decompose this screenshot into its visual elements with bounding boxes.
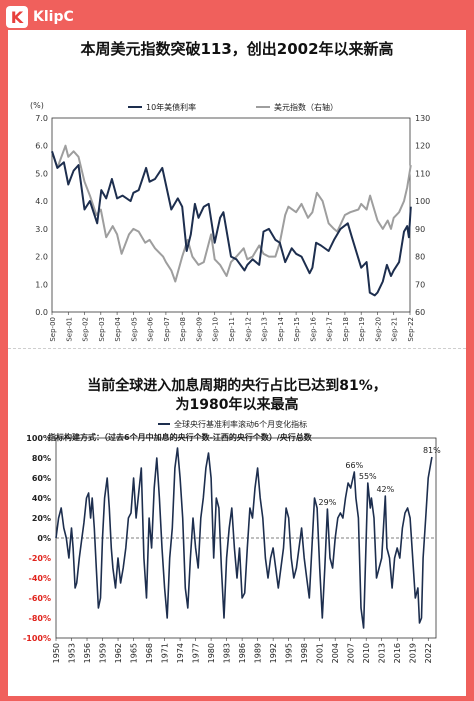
chart2-x-tick-label: 1995 xyxy=(285,643,294,663)
chart2-annotation-label: 55% xyxy=(359,472,377,481)
chart1-x-tick-label: Sep-17 xyxy=(326,317,334,342)
chart1-x-tick-label: Sep-22 xyxy=(407,317,415,342)
chart1-x-tick-label: Sep-16 xyxy=(309,316,317,341)
chart2-legend-label: 全球央行基准利率滚动6个月变化指标 xyxy=(174,419,307,429)
chart2-y-tick-label: 0% xyxy=(37,534,51,543)
chart1-legend-label-usd: 美元指数（右轴） xyxy=(274,102,338,112)
chart2-subtitle: 指标构建方式：（过去6个月中加息的央行个数-江西的央行个数）/央行总数 xyxy=(48,432,313,442)
chart2-global-rate-hike-indicator: 全球央行基准利率滚动6个月变化指标指标构建方式：（过去6个月中加息的央行个数-江… xyxy=(23,419,441,663)
chart1-right-tick-label: 80 xyxy=(415,253,425,262)
chart1-right-tick-label: 60 xyxy=(415,308,425,317)
chart1-right-tick-label: 110 xyxy=(415,169,430,178)
chart1-x-tick-label: Sep-05 xyxy=(130,317,138,342)
chart2-x-tick-label: 1971 xyxy=(161,643,170,663)
chart1-x-tick-label: Sep-12 xyxy=(244,317,252,342)
chart2-y-tick-label: -100% xyxy=(23,634,51,643)
chart2-x-tick-label: 1962 xyxy=(114,643,123,663)
chart1-left-tick-label: 0.0 xyxy=(35,308,48,317)
chart2-x-tick-label: 2007 xyxy=(347,643,356,663)
chart1-x-tick-label: Sep-10 xyxy=(212,317,220,342)
chart2-annotation-label: 29% xyxy=(319,498,337,507)
chart1-legend-label-treasury: 10年美债利率 xyxy=(146,102,196,112)
chart1-left-tick-label: 6.0 xyxy=(35,142,48,151)
chart1-x-tick-label: Sep-11 xyxy=(228,317,236,342)
logo-mark-icon: K xyxy=(6,6,28,28)
chart2-title-line1: 当前全球进入加息周期的央行占比已达到81%， xyxy=(87,378,387,394)
chart1-right-tick-label: 100 xyxy=(415,197,430,206)
chart2-x-tick-label: 1989 xyxy=(254,643,263,663)
chart2-x-tick-label: 1980 xyxy=(207,643,216,663)
chart2-x-tick-label: 1968 xyxy=(145,643,154,663)
chart2-x-tick-label: 2004 xyxy=(331,643,340,663)
chart1-right-tick-label: 70 xyxy=(415,280,425,289)
chart2-x-tick-label: 1974 xyxy=(176,643,185,663)
chart1-x-tick-label: Sep-20 xyxy=(374,317,382,342)
chart1-x-tick-label: Sep-18 xyxy=(342,317,350,342)
chart2-annotation-label: 66% xyxy=(345,461,363,470)
chart2-x-tick-label: 1965 xyxy=(130,643,139,663)
chart2-x-tick-label: 1950 xyxy=(52,643,61,663)
chart1-title: 本周美元指数突破113，创出2002年以来新高 xyxy=(80,40,394,58)
chart1-x-tick-label: Sep-14 xyxy=(277,316,285,341)
chart2-x-tick-label: 2013 xyxy=(378,643,387,663)
chart1-usd-index-vs-treasury: (%) 0.0 1.0 2.0 3.0 4.0 5.0 6.0 7.0 60 70 80 90 100 11… xyxy=(30,101,430,342)
chart1-left-tick-label: 4.0 xyxy=(35,197,48,206)
chart2-x-tick-label: 1959 xyxy=(99,643,108,663)
chart2-y-tick-label: 40% xyxy=(32,494,51,503)
chart2-x-tick-label: 2022 xyxy=(424,643,433,663)
chart2-y-tick-label: 100% xyxy=(26,434,51,443)
chart1-right-tick-label: 90 xyxy=(415,225,425,234)
chart1-x-tick-label: Sep-04 xyxy=(114,316,122,341)
chart1-series-usd-index xyxy=(51,144,412,283)
chart1-right-tick-label: 130 xyxy=(415,114,430,123)
chart2-y-tick-label: -60% xyxy=(29,594,51,603)
chart2-title-line2: 为1980年以来最高 xyxy=(175,397,299,413)
chart2-x-tick-label: 2019 xyxy=(409,643,418,663)
chart2-y-tick-label: 80% xyxy=(32,454,51,463)
chart2-y-tick-label: -80% xyxy=(29,614,51,623)
chart2-y-tick-label: 60% xyxy=(32,474,51,483)
logo-text: KlipC xyxy=(33,9,74,25)
chart2-x-tick-label: 2010 xyxy=(362,643,371,663)
chart1-right-tick-label: 120 xyxy=(415,142,430,151)
chart1-series-10y-treasury xyxy=(51,150,412,297)
chart2-x-tick-label: 1992 xyxy=(269,643,278,663)
chart1-x-tick-label: Sep-09 xyxy=(195,317,203,342)
chart1-left-tick-label: 3.0 xyxy=(35,225,48,234)
chart2-x-tick-label: 1977 xyxy=(192,643,201,663)
chart2-x-tick-label: 1983 xyxy=(223,643,232,663)
chart2-x-tick-label: 2016 xyxy=(393,643,402,663)
chart1-x-tick-label: Sep-06 xyxy=(147,316,155,341)
section-divider xyxy=(8,348,466,349)
chart2-y-tick-label: -20% xyxy=(29,554,51,563)
chart2-y-tick-label: 20% xyxy=(32,514,51,523)
chart2-x-tick-label: 2001 xyxy=(316,643,325,663)
chart1-x-tick-label: Sep-03 xyxy=(98,317,106,342)
chart2-x-tick-label: 1953 xyxy=(68,643,77,663)
chart1-left-tick-label: 1.0 xyxy=(35,280,48,289)
chart2-x-tick-label: 1956 xyxy=(83,643,92,663)
chart2-series-line xyxy=(55,447,433,629)
chart1-y-unit-label: (%) xyxy=(30,101,44,110)
chart1-x-tick-label: Sep-01 xyxy=(65,317,73,342)
chart1-left-tick-label: 2.0 xyxy=(35,253,48,262)
chart1-x-tick-label: Sep-21 xyxy=(391,317,399,342)
chart1-x-tick-label: Sep-08 xyxy=(179,317,187,342)
chart1-left-tick-label: 7.0 xyxy=(35,114,48,123)
chart2-annotation-label: 81% xyxy=(423,446,441,455)
content-card: 本周美元指数突破113，创出2002年以来新高 (%) 0.0 1.0 2.0 3.0 4… xyxy=(8,30,466,696)
chart1-x-tick-label: Sep-13 xyxy=(261,317,269,342)
chart2-x-tick-label: 1986 xyxy=(238,643,247,663)
chart2-y-tick-label: -40% xyxy=(29,574,51,583)
chart2-annotation-label: 42% xyxy=(376,485,394,494)
chart1-x-tick-label: Sep-15 xyxy=(293,317,301,342)
brand-logo: K KlipC xyxy=(6,6,92,28)
chart1-x-tick-label: Sep-07 xyxy=(163,317,171,342)
chart2-x-tick-label: 1998 xyxy=(300,643,309,663)
chart1-left-tick-label: 5.0 xyxy=(35,169,48,178)
chart1-x-tick-label: Sep-02 xyxy=(82,317,90,342)
chart1-x-tick-label: Sep-19 xyxy=(358,317,366,342)
chart1-x-tick-label: Sep-00 xyxy=(49,317,57,342)
